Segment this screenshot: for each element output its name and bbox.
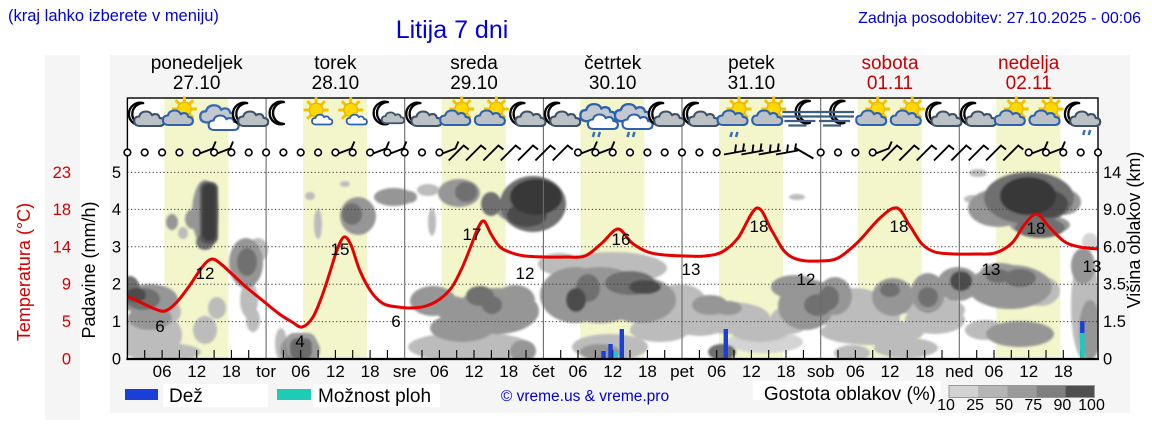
svg-text:18: 18	[222, 362, 241, 381]
svg-text:6: 6	[391, 312, 400, 331]
svg-text:ponedeljek: ponedeljek	[151, 53, 243, 74]
svg-text:01.11: 01.11	[867, 73, 913, 94]
svg-text:5: 5	[62, 313, 71, 331]
svg-text:Dež: Dež	[169, 386, 203, 407]
svg-text:ned: ned	[945, 362, 973, 381]
svg-text:Temperatura (°C): Temperatura (°C)	[14, 203, 34, 341]
svg-text:75: 75	[1024, 397, 1042, 414]
svg-text:28.10: 28.10	[312, 73, 360, 94]
svg-text:10: 10	[937, 397, 955, 414]
svg-text:18: 18	[638, 362, 657, 381]
svg-text:sob: sob	[807, 362, 834, 381]
svg-text:pet: pet	[670, 362, 694, 381]
svg-text:12: 12	[742, 362, 761, 381]
svg-text:sre: sre	[393, 362, 417, 381]
svg-text:torek: torek	[314, 53, 357, 74]
svg-text:18: 18	[915, 362, 934, 381]
svg-text:5: 5	[112, 164, 121, 182]
svg-text:9: 9	[62, 276, 71, 294]
svg-text:12: 12	[326, 362, 345, 381]
svg-text:30.10: 30.10	[589, 73, 637, 94]
svg-text:4: 4	[112, 201, 121, 219]
svg-text:0: 0	[112, 351, 121, 369]
svg-text:18: 18	[777, 362, 796, 381]
svg-text:petek: petek	[728, 53, 775, 74]
svg-text:6: 6	[155, 317, 164, 336]
svg-text:sobota: sobota	[861, 53, 918, 74]
svg-text:29.10: 29.10	[450, 73, 498, 94]
svg-text:6.0: 6.0	[1103, 238, 1126, 256]
svg-text:3.5: 3.5	[1103, 276, 1126, 294]
svg-text:1: 1	[112, 313, 121, 331]
svg-text:14: 14	[1103, 164, 1121, 182]
svg-text:18: 18	[750, 217, 769, 236]
svg-text:18: 18	[361, 362, 380, 381]
svg-text:2: 2	[112, 276, 121, 294]
svg-text:12: 12	[465, 362, 484, 381]
svg-text:Gostota oblakov (%): Gostota oblakov (%)	[764, 384, 936, 405]
svg-text:© vreme.us & vreme.pro: © vreme.us & vreme.pro	[501, 388, 669, 405]
svg-text:06: 06	[430, 362, 449, 381]
svg-text:25: 25	[966, 397, 984, 414]
svg-text:27.10: 27.10	[173, 73, 221, 94]
svg-text:90: 90	[1054, 397, 1072, 414]
svg-text:06: 06	[153, 362, 172, 381]
svg-text:Padavine (mm/h): Padavine (mm/h)	[79, 201, 99, 338]
svg-text:13: 13	[982, 260, 1001, 279]
svg-text:Litija 7 dni: Litija 7 dni	[396, 16, 509, 44]
svg-text:9.0: 9.0	[1103, 201, 1126, 219]
svg-text:50: 50	[995, 397, 1013, 414]
svg-text:nedelja: nedelja	[998, 53, 1060, 74]
svg-text:1.5: 1.5	[1103, 313, 1126, 331]
svg-text:čet: čet	[532, 362, 555, 381]
svg-text:16: 16	[612, 230, 631, 249]
svg-text:18: 18	[1054, 362, 1073, 381]
svg-text:18: 18	[890, 217, 909, 236]
svg-text:17: 17	[463, 225, 482, 244]
svg-text:12: 12	[187, 362, 206, 381]
svg-text:12: 12	[1019, 362, 1038, 381]
svg-text:sreda: sreda	[450, 53, 498, 74]
svg-text:12: 12	[603, 362, 622, 381]
svg-text:06: 06	[985, 362, 1004, 381]
svg-text:18: 18	[53, 201, 71, 219]
svg-text:06: 06	[569, 362, 588, 381]
svg-text:06: 06	[846, 362, 865, 381]
svg-text:13: 13	[682, 260, 701, 279]
svg-text:četrtek: četrtek	[584, 53, 642, 74]
svg-text:31.10: 31.10	[728, 73, 776, 94]
svg-text:Višina oblakov (km): Višina oblakov (km)	[1124, 152, 1144, 309]
svg-text:06: 06	[291, 362, 310, 381]
svg-text:tor: tor	[256, 362, 276, 381]
svg-text:23: 23	[53, 164, 71, 182]
svg-text:12: 12	[516, 264, 535, 283]
svg-text:13: 13	[1083, 257, 1102, 276]
svg-text:100: 100	[1078, 397, 1105, 414]
svg-text:12: 12	[196, 264, 215, 283]
svg-text:15: 15	[331, 240, 350, 259]
svg-text:(kraj lahko izberete v meniju): (kraj lahko izberete v meniju)	[8, 7, 219, 25]
svg-text:02.11: 02.11	[1006, 73, 1052, 94]
svg-text:06: 06	[707, 362, 726, 381]
svg-text:Zadnja posodobitev: 27.10.2025: Zadnja posodobitev: 27.10.2025 - 00:06	[858, 10, 1141, 27]
svg-text:14: 14	[53, 238, 71, 256]
svg-text:18: 18	[1027, 219, 1046, 238]
svg-text:0: 0	[1103, 351, 1112, 369]
svg-text:4: 4	[295, 332, 304, 351]
svg-text:0: 0	[62, 351, 71, 369]
svg-text:3: 3	[112, 238, 121, 256]
svg-text:18: 18	[499, 362, 518, 381]
svg-text:12: 12	[881, 362, 900, 381]
svg-text:12: 12	[797, 270, 816, 289]
svg-text:Možnost ploh: Možnost ploh	[318, 386, 431, 407]
